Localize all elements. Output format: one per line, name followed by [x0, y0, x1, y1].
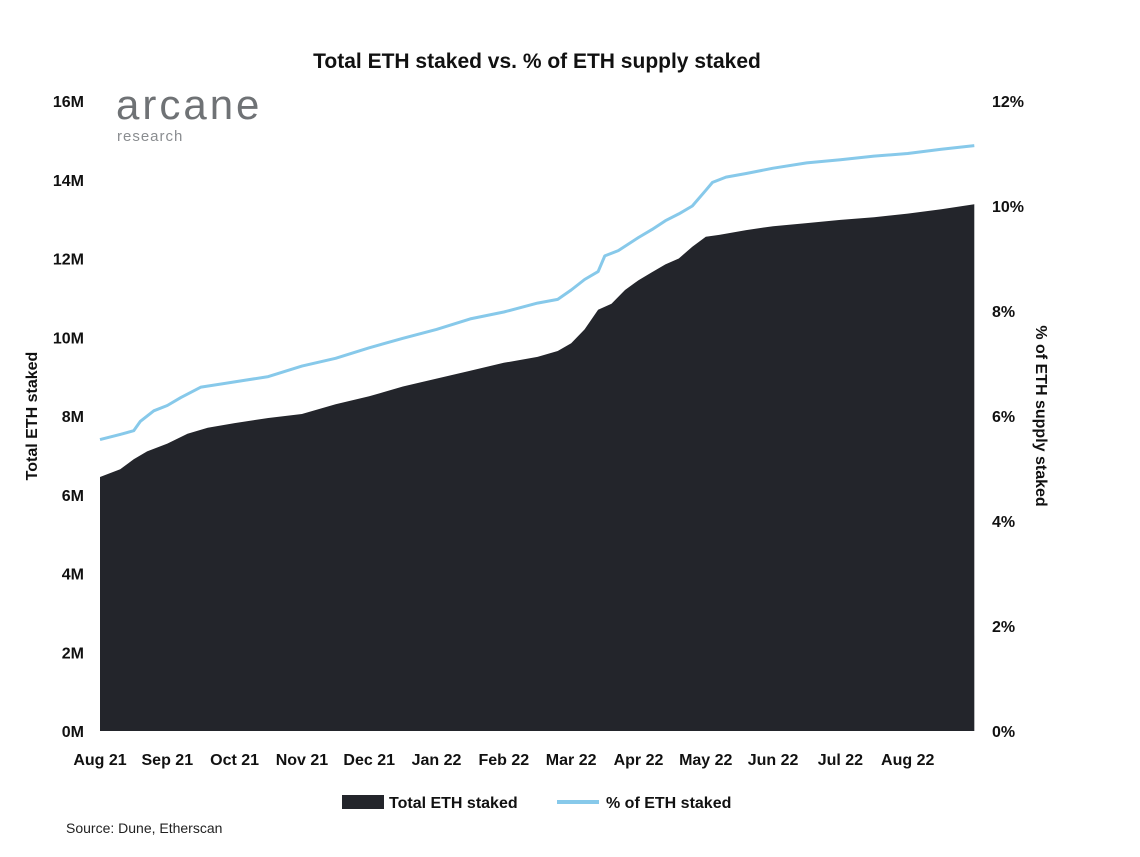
legend: Total ETH staked % of ETH staked — [342, 795, 731, 812]
y2-tick-label: 10% — [992, 199, 1024, 216]
y-tick-label: 10M — [53, 330, 84, 347]
legend-label-total-eth: Total ETH staked — [389, 795, 518, 812]
logo: arcane research — [116, 81, 262, 145]
legend-label-pct-eth: % of ETH staked — [606, 795, 731, 812]
x-axis-ticks: Aug 21 Sep 21 Oct 21 Nov 21 Dec 21 Jan 22 Feb … — [73, 752, 934, 769]
y-tick-label: 8M — [62, 409, 84, 426]
logo-word: arcane — [116, 81, 262, 128]
x-tick-label: Apr 22 — [614, 752, 664, 769]
x-tick-label: Jan 22 — [412, 752, 462, 769]
y2-tick-label: 2% — [992, 619, 1015, 636]
source-note: Source: Dune, Etherscan — [66, 820, 222, 836]
x-tick-label: Oct 21 — [210, 752, 259, 769]
x-tick-label: May 22 — [679, 752, 732, 769]
y-tick-label: 12M — [53, 252, 84, 269]
y2-tick-label: 12% — [992, 94, 1024, 111]
legend-swatch-total-eth — [342, 795, 384, 809]
y2-tick-label: 0% — [992, 724, 1015, 741]
x-tick-label: Aug 21 — [73, 752, 126, 769]
y2-tick-label: 6% — [992, 409, 1015, 426]
logo-subtitle: research — [117, 128, 183, 145]
line-pct-eth-staked — [99, 144, 975, 442]
y-tick-label: 4M — [62, 567, 84, 584]
x-tick-label: Sep 21 — [142, 752, 194, 769]
plot-area — [99, 144, 975, 731]
x-tick-label: Mar 22 — [546, 752, 597, 769]
area-total-eth-staked — [100, 204, 975, 731]
y2-tick-label: 8% — [992, 304, 1015, 321]
y-tick-label: 0M — [62, 724, 84, 741]
y2-tick-label: 4% — [992, 514, 1015, 531]
right-axis-ticks: 0% 2% 4% 6% 8% 10% 12% — [992, 94, 1024, 741]
y-axis-label: Total ETH staked — [24, 352, 41, 481]
left-axis-ticks: 0M 2M 4M 6M 8M 10M 12M 14M 16M — [53, 94, 84, 741]
y-tick-label: 2M — [62, 645, 84, 662]
x-tick-label: Aug 22 — [881, 752, 934, 769]
chart-title: Total ETH staked vs. % of ETH supply sta… — [313, 50, 761, 73]
x-tick-label: Feb 22 — [479, 752, 530, 769]
x-tick-label: Nov 21 — [276, 752, 329, 769]
y-tick-label: 6M — [62, 488, 84, 505]
y2-axis-label: % of ETH supply staked — [1032, 325, 1049, 506]
x-tick-label: Dec 21 — [343, 752, 395, 769]
y-tick-label: 16M — [53, 94, 84, 111]
y-tick-label: 14M — [53, 173, 84, 190]
x-tick-label: Jul 22 — [818, 752, 863, 769]
x-tick-label: Jun 22 — [748, 752, 799, 769]
